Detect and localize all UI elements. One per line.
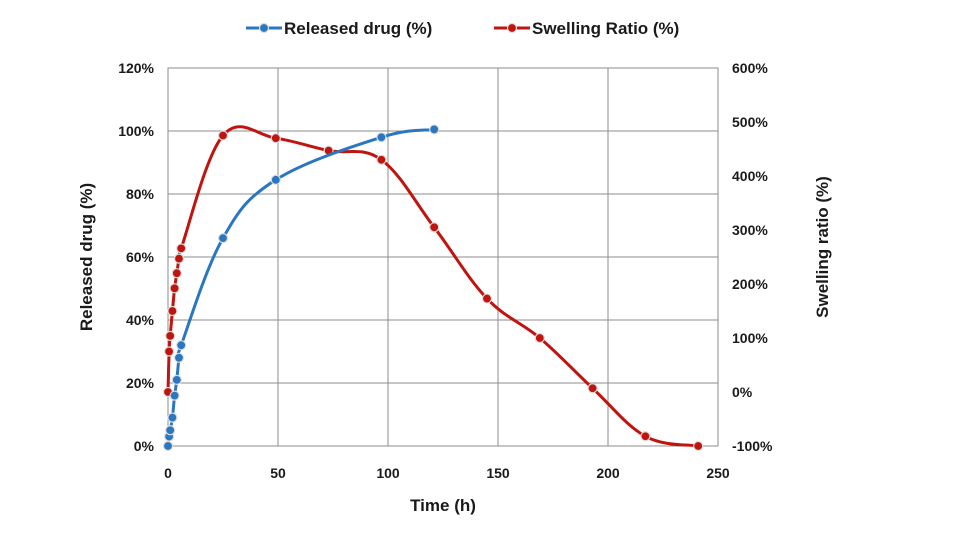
y2-axis-title: Swelling ratio (%) (813, 176, 832, 318)
swelling-ratio-point (693, 440, 704, 452)
swelling-ratio-point (167, 305, 178, 317)
y-tick-label: 40% (126, 312, 155, 328)
released-drug-line (166, 127, 435, 447)
y2-tick-label: 100% (732, 330, 768, 346)
y-tick-label: 20% (126, 375, 155, 391)
swelling-ratio-point (173, 253, 185, 264)
y2-tick-label: -100% (732, 438, 773, 454)
legend-swelling-ratio-label: Swelling Ratio (%) (532, 19, 679, 38)
swelling-ratio-point (429, 222, 440, 233)
y-tick-label: 80% (126, 186, 155, 202)
y2-tick-label: 200% (732, 276, 768, 292)
grid (167, 67, 719, 447)
y-axis-title: Released drug (%) (77, 183, 96, 331)
x-tick-label: 0 (164, 465, 172, 481)
swelling-ratio-point (217, 130, 229, 141)
y-tick-label: 120% (118, 60, 154, 76)
swelling-ratio-point (165, 330, 176, 341)
y-tick-label: 60% (126, 249, 155, 265)
y2-tick-label: 500% (732, 114, 768, 130)
y-tick-label: 100% (118, 123, 154, 139)
swelling-ratio-line (166, 125, 699, 448)
y-tick-label: 0% (134, 438, 155, 454)
swelling-ratio-point (481, 293, 493, 304)
released-drug-point (217, 233, 229, 244)
released-drug-point (429, 124, 440, 135)
released-drug-point (171, 374, 182, 385)
released-drug-point (270, 174, 281, 185)
released-drug-point (162, 440, 174, 452)
y2-tick-label: 400% (732, 168, 768, 184)
x-tick-label: 250 (706, 465, 730, 481)
axes: 0% 20% 40% 60% 80% 100% 120% -100% 0% 100% 200% 300… (118, 60, 773, 481)
released-drug-point (376, 132, 387, 143)
released-drug-point (169, 390, 180, 401)
y2-tick-label: 300% (732, 222, 768, 238)
x-tick-label: 150 (486, 465, 510, 481)
swelling-ratio-point (169, 283, 180, 294)
swelling-ratio-point (164, 346, 175, 357)
swelling-ratio-point (376, 154, 387, 165)
legend: Released drug (%) Swelling Ratio (%) (246, 19, 679, 38)
plot-area-border (167, 67, 719, 447)
series (162, 124, 704, 452)
swelling-ratio-point (640, 431, 651, 442)
x-tick-label: 200 (596, 465, 620, 481)
released-drug-point (176, 340, 187, 351)
legend-swelling-ratio-marker (506, 22, 518, 34)
x-axis-title: Time (h) (410, 496, 476, 515)
released-drug-point (173, 352, 185, 363)
swelling-ratio-point (171, 268, 182, 279)
released-drug-point (167, 412, 178, 423)
y2-tick-label: 0% (732, 384, 753, 400)
x-tick-label: 100 (376, 465, 400, 481)
legend-released-drug-label: Released drug (%) (284, 19, 432, 38)
swelling-ratio-point (270, 133, 281, 144)
legend-released-drug-marker (258, 22, 270, 34)
x-tick-label: 50 (270, 465, 286, 481)
swelling-ratio-point (587, 383, 598, 394)
swelling-ratio-point (176, 243, 187, 254)
released-drug-point (165, 425, 176, 436)
swelling-ratio-point (534, 332, 545, 344)
y2-tick-label: 600% (732, 60, 768, 76)
